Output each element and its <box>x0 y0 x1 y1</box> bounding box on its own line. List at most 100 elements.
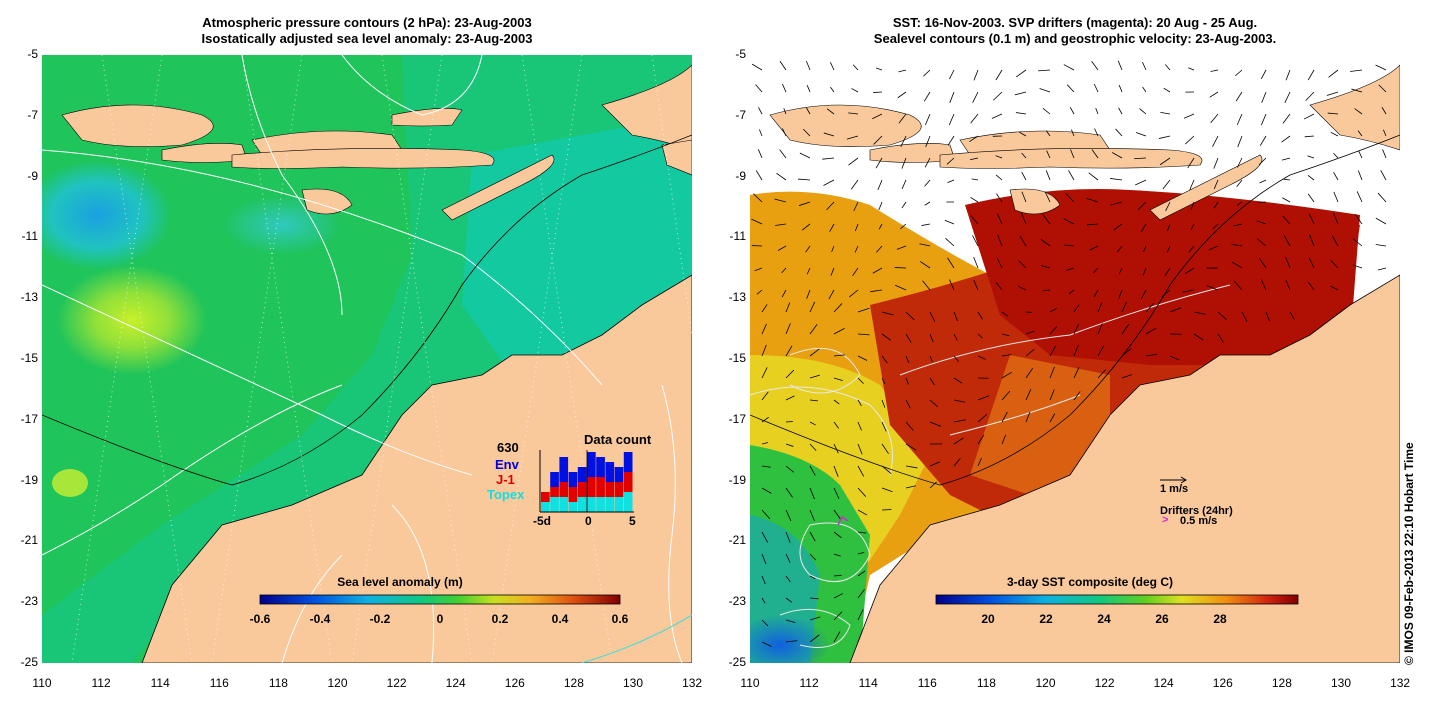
velocity-arrow <box>1333 171 1339 181</box>
velocity-arrow <box>1236 113 1243 126</box>
velocity-arrow <box>1350 69 1363 72</box>
velocity-arrow <box>757 149 763 159</box>
velocity-arrow <box>949 279 955 291</box>
topex-count-bar <box>596 497 605 512</box>
lon-label: 126 <box>1212 676 1233 690</box>
topex-legend-label: Topex <box>487 487 525 502</box>
env-count-bar <box>550 472 559 487</box>
velocity-arrow <box>977 355 987 360</box>
velocity-arrow <box>1021 191 1027 203</box>
velocity-arrow <box>755 84 763 93</box>
velocity-arrow <box>1308 257 1315 269</box>
velocity-arrow <box>1045 170 1051 181</box>
velocity-arrow <box>1001 390 1011 401</box>
lat-label: -17 <box>728 411 746 426</box>
velocity-arrow <box>1065 193 1075 203</box>
velocity-arrow <box>919 243 931 247</box>
sst-colorbar-tick: 26 <box>1155 612 1169 626</box>
velocity-arrow <box>901 201 907 209</box>
velocity-arrow <box>857 399 862 407</box>
velocity-arrow <box>881 465 892 474</box>
velocity-arrow <box>1330 131 1339 137</box>
velocity-arrow <box>977 333 983 339</box>
velocity-arrow <box>751 63 763 71</box>
velocity-arrow <box>1093 83 1099 93</box>
velocity-arrow <box>1281 135 1291 143</box>
right-map-title: SST: 16-Nov-2003. SVP drifters (magenta)… <box>750 15 1400 47</box>
velocity-arrow <box>953 419 966 423</box>
velocity-arrow <box>898 113 907 124</box>
velocity-arrow <box>1289 311 1295 320</box>
velocity-arrow <box>973 256 979 269</box>
sst-map[interactable] <box>750 55 1400 663</box>
velocity-arrow <box>828 289 835 300</box>
pressure-contours <box>42 55 683 663</box>
velocity-arrow <box>947 179 955 184</box>
velocity-arrow <box>894 284 907 291</box>
velocity-arrow <box>1185 135 1195 145</box>
velocity-arrow <box>1304 135 1315 138</box>
velocity-arrow <box>1015 112 1027 115</box>
velocity-arrow <box>1071 129 1075 137</box>
velocity-arrow <box>1135 179 1147 186</box>
velocity-arrow <box>905 355 910 364</box>
drifter-track <box>837 515 849 526</box>
velocity-arrow <box>1001 411 1008 423</box>
velocity-arrow <box>785 640 798 643</box>
velocity-arrow <box>1307 174 1315 181</box>
velocity-arrow <box>1261 113 1267 126</box>
velocity-arrow <box>756 289 763 295</box>
j1-count-bar <box>605 482 615 497</box>
velocity-arrow <box>1019 235 1027 247</box>
sea-level-anomaly-map[interactable] <box>42 55 692 663</box>
velocity-arrow <box>1283 178 1291 181</box>
velocity-arrow <box>1233 223 1243 227</box>
lon-label: 130 <box>1330 676 1352 690</box>
lon-label: 120 <box>327 676 348 690</box>
velocity-arrow <box>857 531 867 534</box>
velocity-arrow <box>1190 201 1195 211</box>
velocity-arrow <box>881 421 887 432</box>
velocity-arrow <box>1110 178 1123 181</box>
env-count-bar <box>568 472 578 487</box>
velocity-arrow <box>1111 152 1123 159</box>
velocity-arrow <box>830 86 835 93</box>
velocity-arrow <box>857 570 866 577</box>
velocity-arrow <box>809 575 816 580</box>
velocity-arrow <box>1356 191 1363 203</box>
velocity-arrow <box>1097 302 1103 313</box>
right-depth-contour <box>750 134 1400 486</box>
velocity-arrow <box>1134 157 1147 159</box>
topex-count-bar <box>541 502 550 512</box>
velocity-arrow <box>1046 150 1051 159</box>
velocity-arrow <box>1231 261 1243 269</box>
velocity-arrow <box>799 152 811 159</box>
j1-count-bar <box>596 477 605 497</box>
velocity-arrow <box>1166 245 1171 253</box>
velocity-arrow <box>857 609 864 621</box>
velocity-arrow <box>1333 191 1339 203</box>
velocity-arrow <box>809 374 820 379</box>
velocity-scale-label: 1 m/s <box>1160 483 1189 495</box>
velocity-arrow <box>1161 289 1171 298</box>
velocity-arrow <box>905 421 914 431</box>
velocity-arrow <box>806 107 811 115</box>
velocity-arrow <box>925 135 931 148</box>
velocity-arrow <box>1040 239 1051 247</box>
velocity-arrow <box>1351 88 1363 93</box>
velocity-arrow <box>809 597 819 600</box>
velocity-arrow <box>1116 245 1123 253</box>
data-count-axis-left: -5d <box>533 514 551 528</box>
velocity-arrow <box>761 553 767 565</box>
velocity-arrow <box>1169 307 1182 313</box>
velocity-arrow <box>1063 218 1075 225</box>
velocity-arrow <box>1383 129 1387 137</box>
velocity-arrow <box>848 289 859 298</box>
velocity-arrow <box>1236 179 1243 187</box>
velocity-arrow <box>1141 223 1147 232</box>
velocity-arrow <box>1169 355 1180 361</box>
velocity-arrow <box>1357 170 1363 181</box>
velocity-arrow <box>953 377 963 384</box>
velocity-arrow <box>833 465 839 477</box>
velocity-arrow <box>1382 149 1387 159</box>
